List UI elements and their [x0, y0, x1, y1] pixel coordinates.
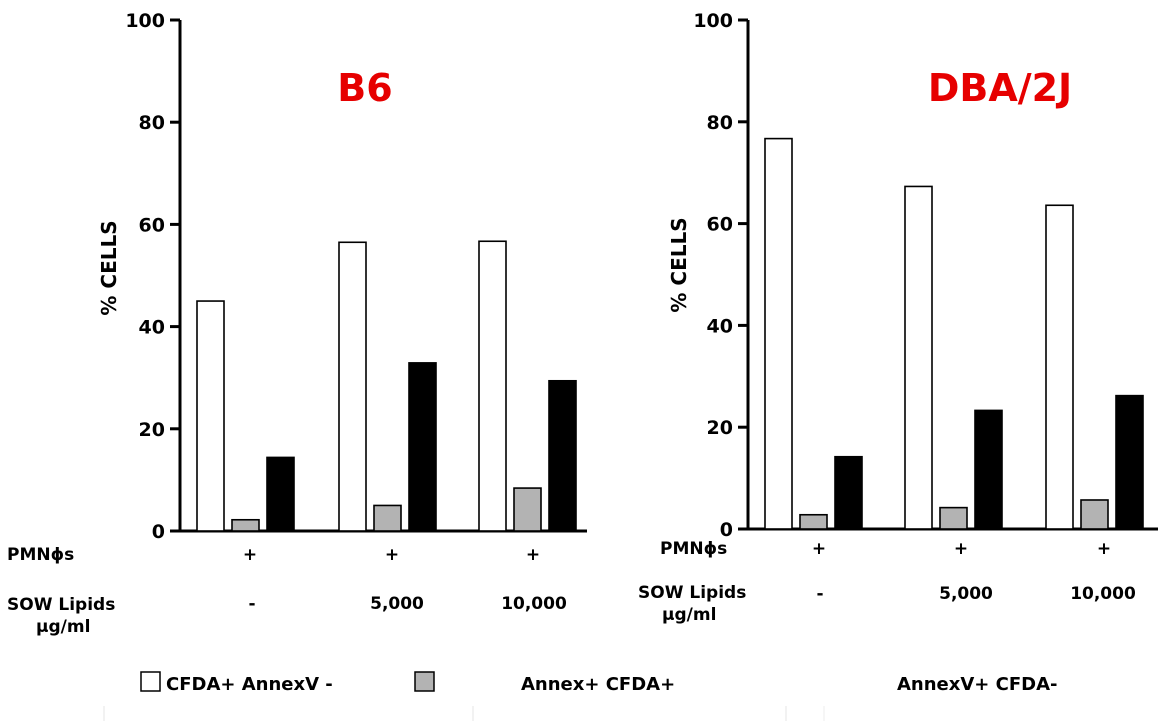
y-tick-label: 100 — [693, 10, 733, 32]
legend-label: CFDA+ AnnexV - — [166, 674, 333, 695]
bar — [197, 301, 224, 531]
bar — [835, 457, 862, 529]
bars — [765, 139, 1143, 529]
y-axis-label: % CELLS — [97, 220, 121, 315]
chart-title: B6 — [337, 66, 392, 110]
bar — [765, 139, 792, 529]
pmn-value: + — [954, 539, 968, 559]
legend-swatch — [415, 672, 434, 691]
bar — [1081, 500, 1108, 529]
bar — [479, 241, 506, 531]
y-tick-label: 60 — [139, 214, 165, 236]
y-tick-label: 80 — [139, 112, 165, 134]
sow-unit-label: μg/ml — [662, 605, 716, 625]
sow-row-label: SOW Lipids — [638, 583, 746, 603]
legend-label: Annex+ CFDA+ — [521, 674, 675, 695]
sow-value: 10,000 — [1070, 584, 1136, 604]
sow-value: - — [816, 584, 823, 604]
bar — [800, 515, 827, 529]
bar — [267, 457, 294, 531]
bar — [374, 505, 401, 531]
bar — [1046, 205, 1073, 529]
legend-swatch — [141, 672, 160, 691]
y-tick-label: 20 — [139, 419, 165, 441]
bar — [232, 520, 259, 531]
pmn-value: + — [243, 545, 257, 565]
bar — [975, 410, 1002, 529]
y-tick-label: 40 — [139, 317, 165, 339]
y-tick-label: 20 — [707, 417, 733, 439]
legend-label: AnnexV+ CFDA- — [897, 674, 1058, 695]
pmn-row-label: PMNϕs — [7, 545, 74, 565]
sow-unit-label: μg/ml — [36, 617, 90, 637]
bar — [905, 186, 932, 529]
y-axis-label: % CELLS — [667, 217, 691, 312]
y-tick-label: 0 — [720, 519, 733, 541]
pmn-value: + — [1097, 539, 1111, 559]
chart-panel-dba2j: DBA/2J % CELLS 0 20 40 60 80 100 PMNϕs SOW Li… — [638, 10, 1158, 625]
chart-panel-b6: B6 % CELLS 0 20 40 60 80 100 PMNϕs SOW Lipids… — [7, 10, 587, 637]
pmn-value: + — [526, 545, 540, 565]
bar — [1116, 396, 1143, 529]
bar — [940, 508, 967, 529]
pmn-row-label: PMNϕs — [660, 539, 727, 559]
y-tick-label: 80 — [707, 112, 733, 134]
sow-value: 5,000 — [370, 594, 424, 614]
y-tick-label: 0 — [152, 521, 165, 543]
y-tick-label: 60 — [707, 214, 733, 236]
legend: CFDA+ AnnexV - Annex+ CFDA+ AnnexV+ CFDA… — [104, 672, 1058, 721]
sow-value: 10,000 — [501, 594, 567, 614]
sow-value: - — [248, 594, 255, 614]
chart-title: DBA/2J — [928, 66, 1072, 110]
y-tick-label: 100 — [125, 10, 165, 32]
bars — [197, 241, 576, 531]
bar — [514, 488, 541, 531]
bar — [549, 381, 576, 531]
pmn-value: + — [385, 545, 399, 565]
sow-value: 5,000 — [939, 584, 993, 604]
bar — [409, 363, 436, 531]
pmn-value: + — [812, 539, 826, 559]
bar — [339, 242, 366, 531]
y-tick-label: 40 — [707, 315, 733, 337]
sow-row-label: SOW Lipids — [7, 595, 115, 615]
